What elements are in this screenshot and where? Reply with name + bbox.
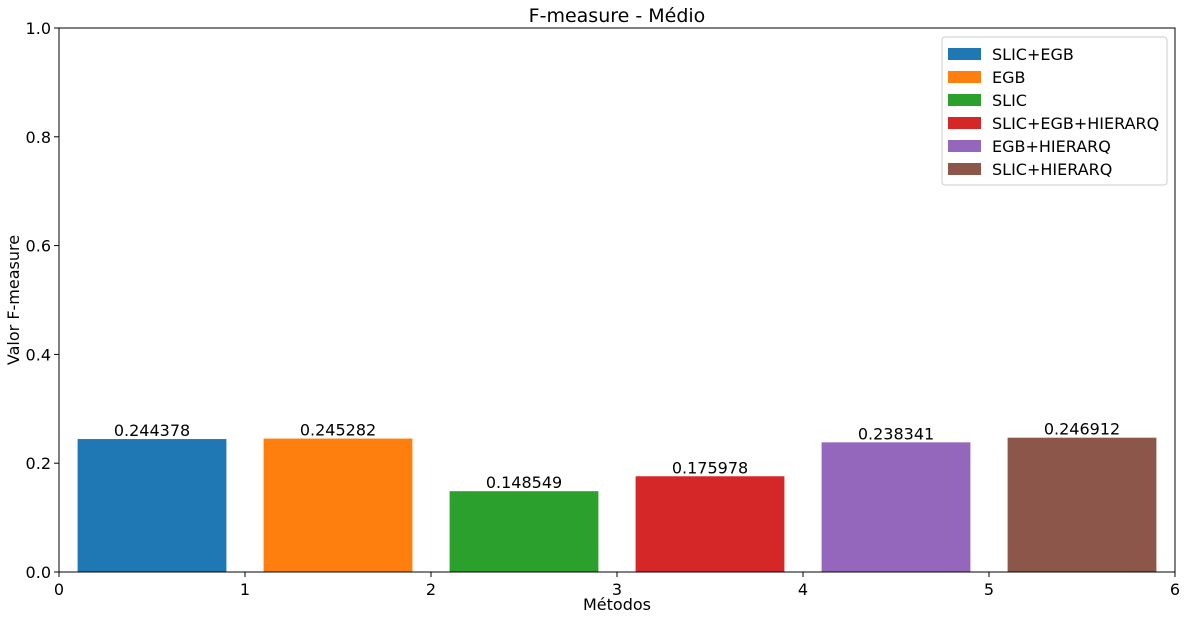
data-label: 0.244378: [114, 421, 190, 440]
bars-layer: [77, 437, 1157, 572]
data-label: 0.148549: [486, 473, 562, 492]
data-label: 0.175978: [672, 458, 748, 477]
data-label: 0.246912: [1044, 420, 1120, 439]
data-labels-layer: 0.244378 0.245282 0.148549 0.175978 0.238341…: [114, 420, 1120, 493]
y-tick-label: 0.0: [26, 563, 51, 582]
legend-label: EGB+HIERARQ: [992, 137, 1111, 156]
x-tick-label: 0: [54, 580, 64, 599]
y-tick-label: 1.0: [26, 19, 51, 38]
y-tick-label: 0.4: [26, 345, 51, 364]
bar: [449, 491, 599, 572]
legend-swatch: [948, 48, 981, 60]
legend-label: SLIC+HIERARQ: [992, 160, 1112, 179]
y-tick-label: 0.6: [26, 237, 51, 256]
x-axis-label: Métodos: [583, 595, 651, 614]
data-label: 0.245282: [300, 421, 376, 440]
legend-label: SLIC+EGB: [992, 45, 1074, 64]
x-tick-label: 4: [798, 580, 808, 599]
legend-label: SLIC+EGB+HIERARQ: [992, 114, 1159, 133]
bar: [1007, 437, 1157, 572]
bar: [635, 476, 785, 572]
y-tick-label: 0.2: [26, 454, 51, 473]
legend-label: SLIC: [992, 91, 1027, 110]
y-axis: 0.0 0.2 0.4 0.6 0.8 1.0: [26, 19, 59, 582]
legend-swatch: [948, 94, 981, 106]
bar: [263, 438, 413, 572]
legend-label: EGB: [992, 68, 1025, 87]
legend-swatch: [948, 163, 981, 175]
x-tick-label: 2: [426, 580, 436, 599]
x-tick-label: 5: [984, 580, 994, 599]
legend-box: [941, 36, 1168, 186]
bar: [77, 439, 227, 572]
y-axis-label: Valor F-measure: [4, 235, 23, 365]
chart-title: F-measure - Médio: [529, 5, 706, 27]
legend: SLIC+EGB EGB SLIC SLIC+EGB+HIERARQ EGB+HIERA…: [941, 36, 1168, 186]
bar: [821, 442, 971, 572]
x-tick-label: 3: [612, 580, 622, 599]
legend-swatch: [948, 117, 981, 129]
x-tick-label: 6: [1170, 580, 1180, 599]
legend-swatch: [948, 140, 981, 152]
x-axis: 0 1 2 3 4 5 6: [54, 572, 1180, 599]
x-tick-label: 1: [240, 580, 250, 599]
legend-swatch: [948, 71, 981, 83]
y-tick-label: 0.8: [26, 128, 51, 147]
data-label: 0.238341: [858, 424, 934, 443]
